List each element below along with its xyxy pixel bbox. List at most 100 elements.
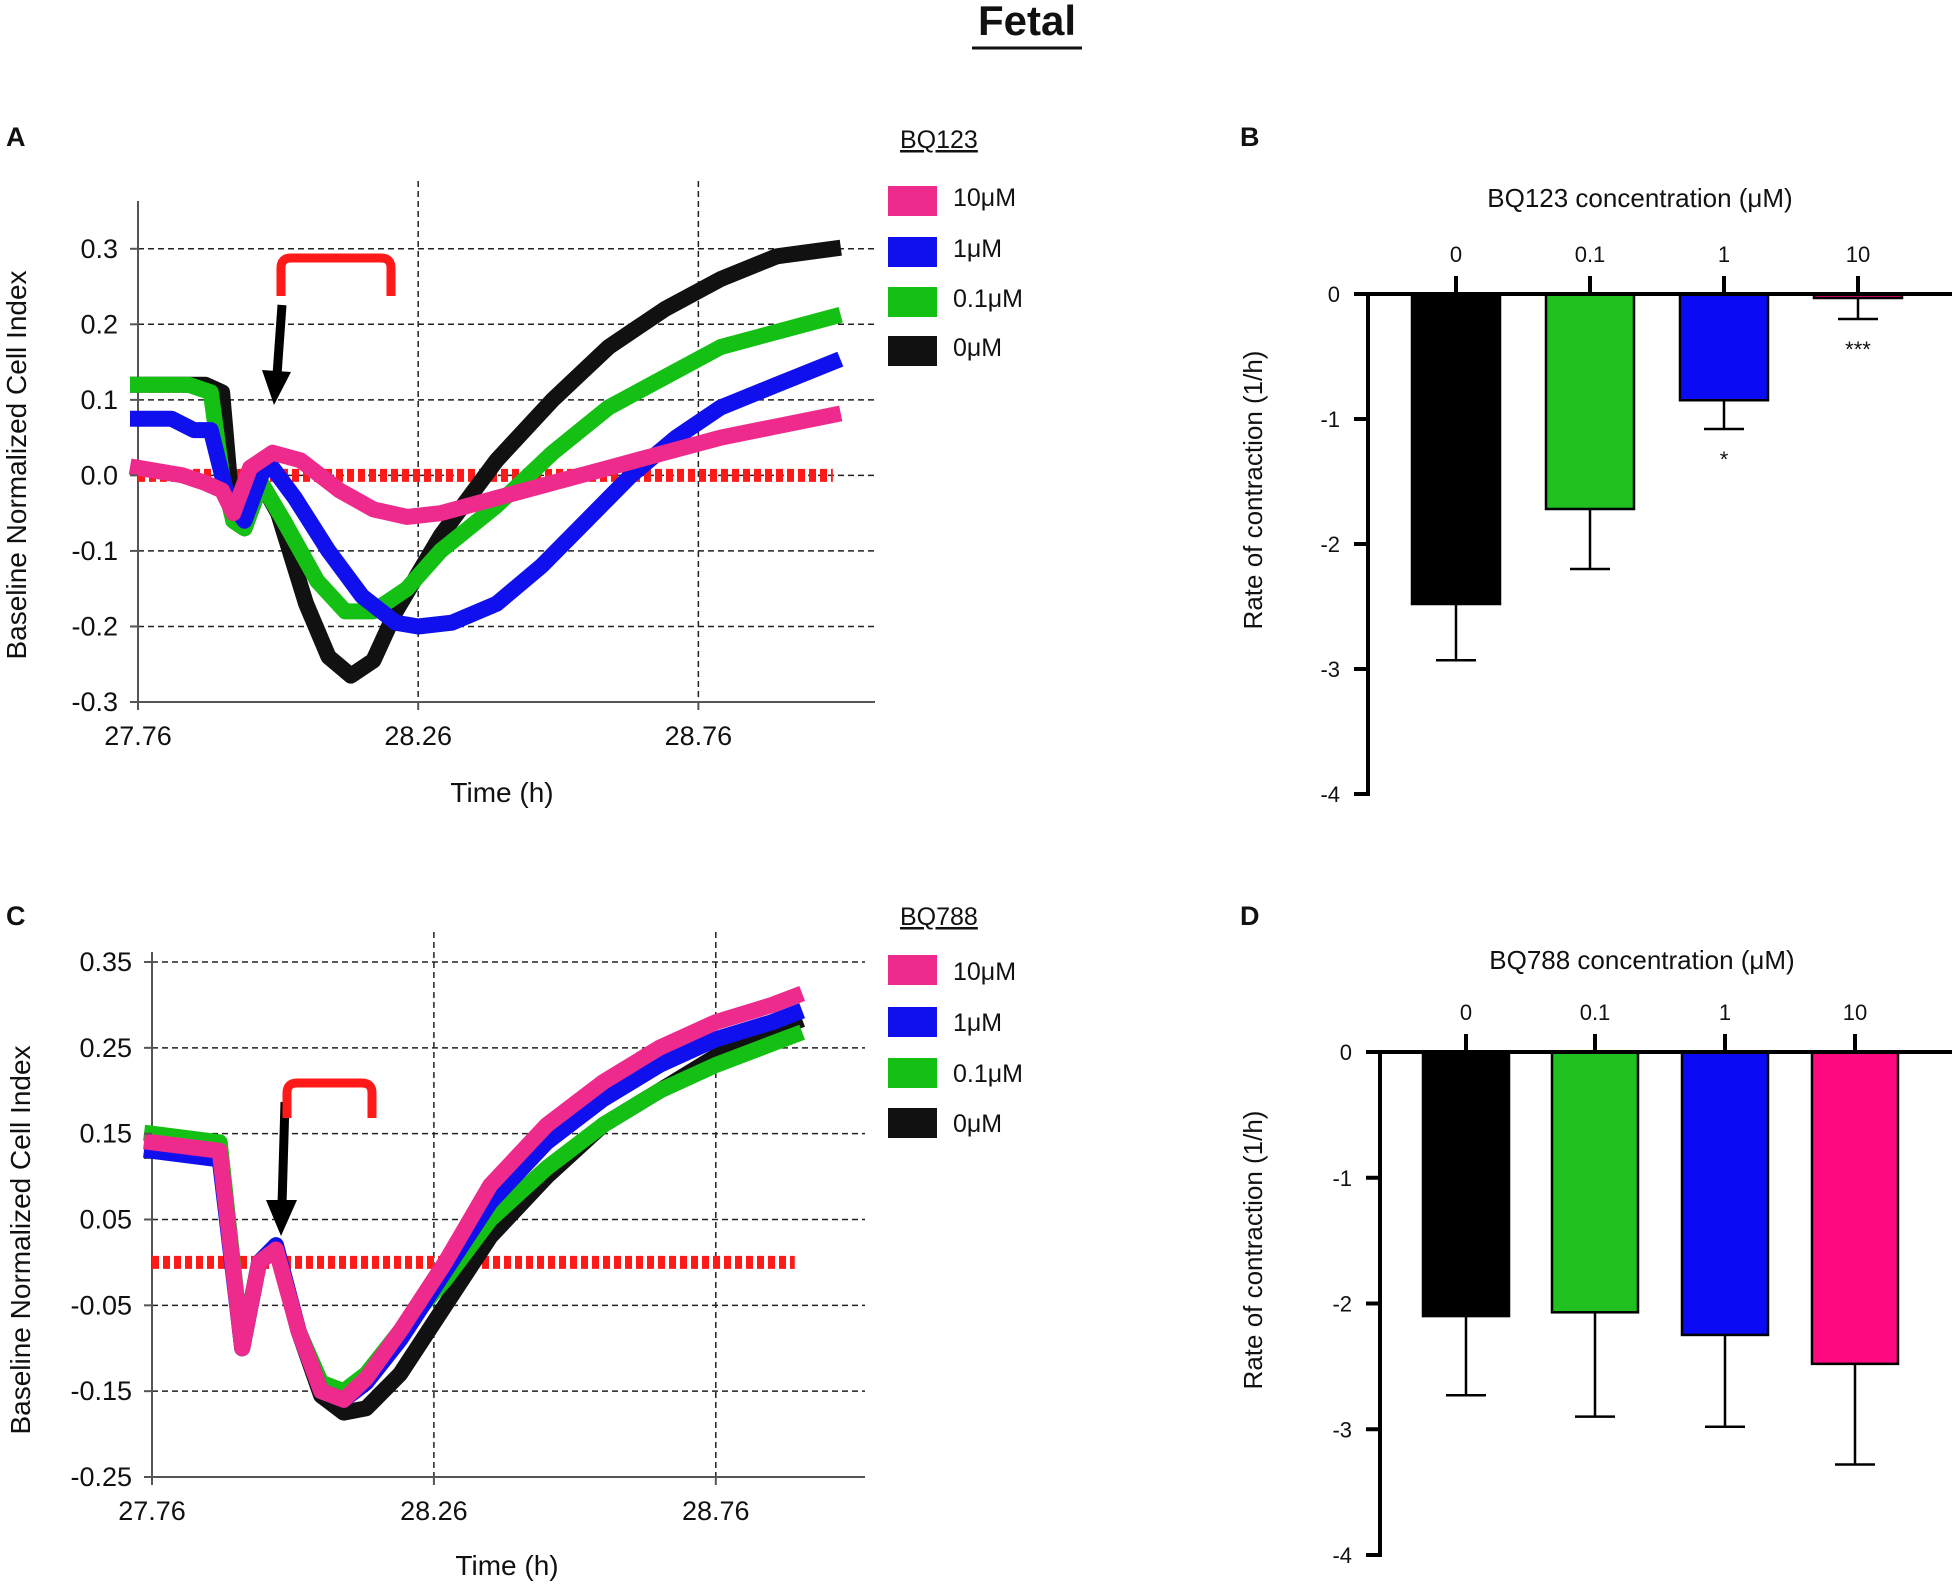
panel-b-y-tick-label: -3 (1320, 657, 1340, 682)
panel-a-bracket (276, 253, 396, 296)
panel-b-bar-0 (1410, 292, 1502, 606)
panel-a-x-tick-label: 28.76 (665, 721, 733, 751)
panel-a-x-tick-label: 28.26 (384, 721, 452, 751)
panel-b-title: BQ123 concentration (μM) (1487, 183, 1792, 213)
figure-title: Fetal (978, 0, 1076, 44)
panel-letter-a: A (6, 122, 26, 152)
panel-a-x-axis-title: Time (h) (450, 777, 553, 808)
panel-c-line-chart: 0.35 0.25 0.15 0.05 -0.05 -0.15 -0.25 27.76 28.… (5, 903, 1023, 1581)
panel-a-series (128, 239, 844, 684)
panel-c-legend-swatch-1um (888, 1007, 937, 1037)
panel-a-y-tick-label: 0.0 (80, 460, 118, 490)
panel-a-legend-label-0um: 0μM (953, 334, 1002, 362)
panel-a-y-tick-label: -0.1 (71, 536, 118, 566)
panel-c-bracket (282, 1078, 377, 1118)
panel-b-bar-1 (1544, 292, 1636, 511)
panel-c-legend-swatch-0um (888, 1108, 937, 1138)
panel-b-category-label: 1 (1718, 242, 1730, 267)
panel-d-bar-1 (1550, 1050, 1640, 1314)
panel-c-legend-label-0.1um: 0.1μM (953, 1060, 1023, 1088)
panel-d-y-tick-label: -1 (1332, 1166, 1352, 1191)
panel-d-category-label: 10 (1843, 1000, 1867, 1025)
panel-a-legend-label-0.1um: 0.1μM (953, 285, 1023, 313)
panel-c-y-tick-label: -0.25 (70, 1462, 132, 1492)
panel-b-bar-chart: BQ123 concentration (μM) Rate of contrac… (1238, 183, 1952, 807)
panel-a-y-axis-title: Baseline Normalized Cell Index (1, 270, 32, 659)
panel-c-series-10uM (143, 985, 806, 1408)
panel-c-y-ticks: 0.35 0.25 0.15 0.05 -0.05 -0.15 -0.25 (70, 947, 152, 1492)
panel-b-y-tick-label: -2 (1320, 532, 1340, 557)
panel-d-y-tick-label: -3 (1332, 1417, 1352, 1442)
panel-c-y-tick-label: -0.15 (70, 1376, 132, 1406)
panel-c-y-axis-title: Baseline Normalized Cell Index (5, 1045, 36, 1434)
panel-d-bar-3 (1810, 1050, 1900, 1366)
panel-b-y-axis-title: Rate of contraction (1/h) (1238, 351, 1268, 630)
panel-c-y-tick-label: 0.05 (79, 1205, 132, 1235)
panel-d-y-tick-label: 0 (1340, 1040, 1352, 1065)
panel-d-y-tick-label: -4 (1332, 1543, 1352, 1568)
panel-a-y-tick-label: 0.3 (80, 234, 118, 264)
panel-a-line-chart: 0.3 0.2 0.1 0.0 -0.1 -0.2 -0.3 27.76 28.26 28.76… (1, 126, 1023, 808)
panel-b-y-tick-label: -1 (1320, 407, 1340, 432)
panel-c-legend: BQ788 10μM 1μM 0.1μM 0μM (888, 903, 1023, 1138)
panel-c-x-tick-label: 28.76 (682, 1496, 750, 1526)
panel-d-y-axis-title: Rate of contraction (1/h) (1238, 1111, 1268, 1390)
panel-a-legend-title: BQ123 (900, 126, 978, 154)
panel-a-arrow (262, 304, 291, 405)
panel-d-bars (1421, 1050, 1900, 1466)
panel-d-title: BQ788 concentration (μM) (1489, 945, 1794, 975)
panel-b-significance-2: * (1720, 447, 1729, 472)
panel-b-bar-2 (1678, 292, 1770, 402)
panel-a-y-tick-label: -0.3 (71, 687, 118, 717)
panel-c-y-tick-label: 0.15 (79, 1119, 132, 1149)
panel-d-y-tick-label: -2 (1332, 1292, 1352, 1317)
panel-d-bar-2 (1680, 1050, 1770, 1337)
panel-d-category-label: 1 (1719, 1000, 1731, 1025)
panel-c-y-tick-label: 0.35 (79, 947, 132, 977)
panel-c-series (143, 985, 806, 1421)
panel-a-legend-label-10um: 10μM (953, 184, 1016, 212)
panel-c-legend-swatch-10um (888, 955, 937, 985)
panel-a-y-tick-label: 0.1 (80, 385, 118, 415)
panel-c-legend-label-10um: 10μM (953, 958, 1016, 986)
panel-a-x-tick-label: 27.76 (104, 721, 172, 751)
panel-a-series-10uM (128, 405, 843, 525)
panel-a-y-tick-label: -0.2 (71, 611, 118, 641)
panel-c-legend-swatch-0.1um (888, 1058, 937, 1088)
panel-a-legend-swatch-0.1um (888, 287, 937, 317)
panel-c-legend-title: BQ788 (900, 903, 978, 931)
panel-c-x-tick-label: 27.76 (118, 1496, 186, 1526)
panel-a-legend-swatch-10um (888, 186, 937, 216)
panel-b-y-tick-label: -4 (1320, 782, 1340, 807)
panel-a-legend-swatch-0um (888, 336, 937, 366)
panel-b-bars: **** (1410, 292, 1904, 662)
panel-c-x-ticks: 27.76 28.26 28.76 (118, 1477, 750, 1526)
panel-letter-d: D (1240, 901, 1260, 931)
panel-a-y-ticks: 0.3 0.2 0.1 0.0 -0.1 -0.2 -0.3 (71, 234, 138, 717)
panel-b-category-label: 10 (1846, 242, 1870, 267)
panel-b-category-label: 0.1 (1575, 242, 1606, 267)
panel-b-significance-3: *** (1845, 337, 1871, 362)
panel-c-x-axis-title: Time (h) (455, 1550, 558, 1581)
panel-a-legend-swatch-1um (888, 237, 937, 267)
panel-d-category-label: 0 (1460, 1000, 1472, 1025)
panel-c-y-tick-label: 0.25 (79, 1033, 132, 1063)
panel-b-axes: 0 0.1 1 10 0 -1 -2 -3 -4 (1320, 242, 1952, 807)
panel-b-y-tick-label: 0 (1328, 282, 1340, 307)
panel-d-category-label: 0.1 (1580, 1000, 1611, 1025)
panel-c-legend-label-1um: 1μM (953, 1009, 1002, 1037)
panel-c-legend-label-0um: 0μM (953, 1110, 1002, 1138)
panel-b-category-label: 0 (1450, 242, 1462, 267)
panel-letter-c: C (6, 901, 26, 931)
panel-c-arrow (266, 1101, 297, 1236)
panel-d-bar-chart: BQ788 concentration (μM) Rate of contrac… (1238, 945, 1952, 1568)
panel-letter-b: B (1240, 122, 1260, 152)
panel-c-x-tick-label: 28.26 (400, 1496, 468, 1526)
panel-a-y-tick-label: 0.2 (80, 309, 118, 339)
panel-a-x-ticks: 27.76 28.26 28.76 (104, 702, 732, 751)
panel-d-axes: 0 0.1 1 10 0 -1 -2 -3 -4 (1332, 1000, 1952, 1568)
panel-a-legend: BQ123 10μM 1μM 0.1μM 0μM (888, 126, 1023, 366)
panel-a-legend-label-1um: 1μM (953, 235, 1002, 263)
panel-c-y-tick-label: -0.05 (70, 1290, 132, 1320)
